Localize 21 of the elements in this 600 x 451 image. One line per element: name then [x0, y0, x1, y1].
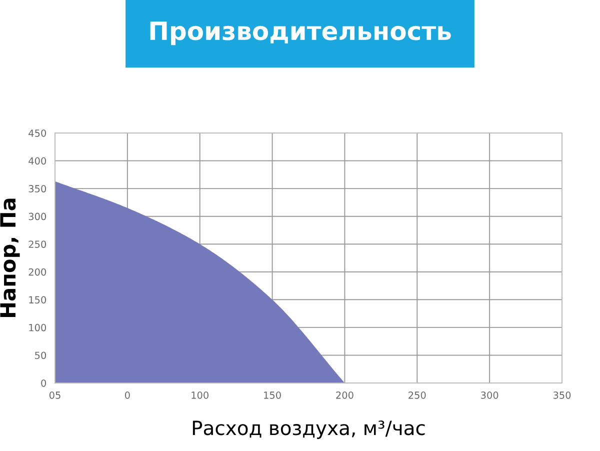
y-tick-label: 400: [28, 157, 46, 165]
x-tick-label: 200: [336, 392, 354, 399]
x-tick-label: 250: [408, 392, 426, 399]
y-tick-label: 450: [28, 129, 46, 137]
chart-title: Производительность: [150, 22, 451, 46]
x-axis-title: Расход воздуха, м³/час: [192, 420, 425, 440]
x-tick-label: 05: [49, 392, 60, 399]
x-tick-label: 100: [192, 392, 208, 399]
x-tick-label: 350: [553, 392, 571, 399]
y-tick-label: 50: [35, 352, 46, 360]
y-axis-title: Напор, Па: [0, 198, 20, 317]
y-tick-label: 150: [29, 296, 46, 304]
x-tick-label: 0: [124, 392, 130, 399]
y-tick-label: 250: [28, 240, 46, 248]
x-tick-label: 150: [264, 392, 281, 399]
y-tick-label: 350: [28, 185, 46, 192]
y-tick-label: 0: [41, 379, 46, 387]
x-tick-label: 300: [481, 392, 498, 399]
y-tick-label: 200: [28, 268, 46, 276]
y-tick-label: 100: [29, 324, 46, 332]
y-tick-label: 300: [28, 212, 46, 220]
